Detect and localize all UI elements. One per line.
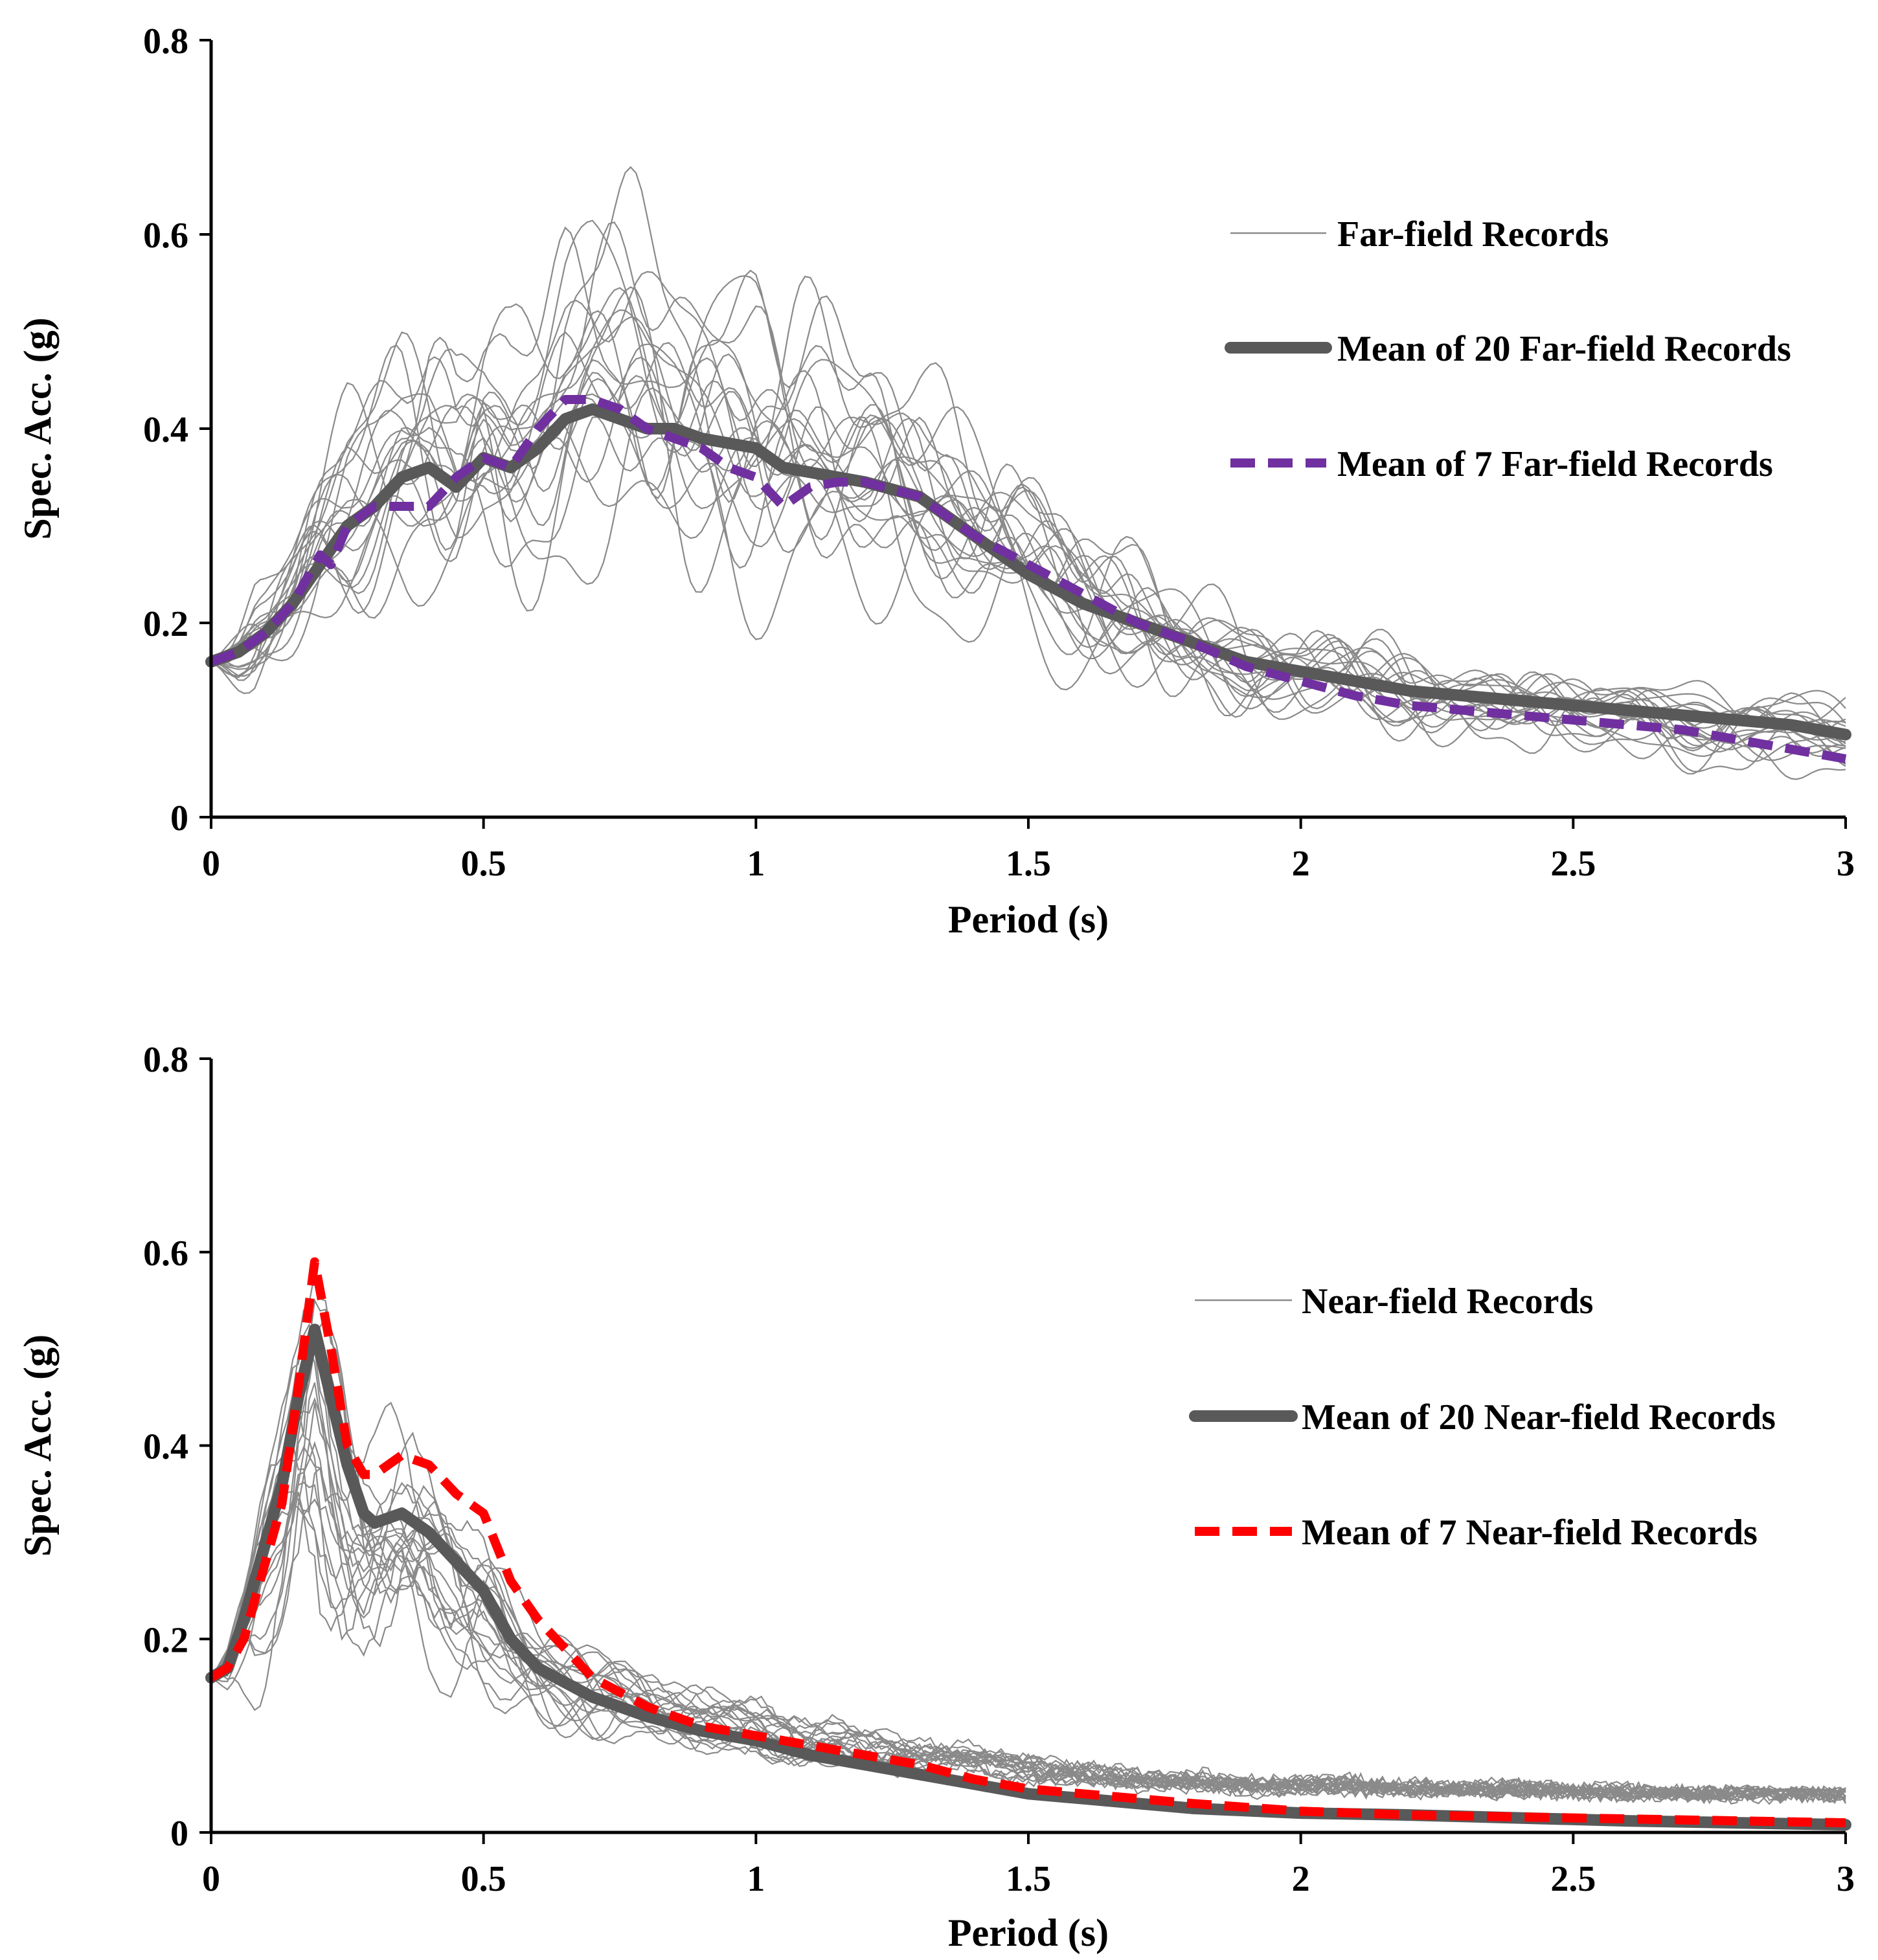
record-trace: [210, 1273, 1846, 1803]
legend-label: Mean of 20 Far-field Records: [1337, 329, 1791, 369]
far-field-chart: 0 0.5 1 1.5 2 2.5 3 0 0.2 0.4 0.6 0.8 Period (s) Spec…: [16, 21, 1855, 941]
x-tick-label: 2.5: [1550, 1859, 1596, 1899]
x-tick-label: 1.5: [1006, 844, 1051, 884]
record-trace: [210, 275, 1846, 775]
y-tick-label: 0.8: [143, 1040, 188, 1080]
legend-label: Far-field Records: [1337, 214, 1609, 254]
y-axis-title: Spec. Acc. (g): [16, 1335, 59, 1557]
record-trace: [210, 1404, 1846, 1803]
legend-label: Near-field Records: [1302, 1281, 1593, 1322]
record-trace: [210, 422, 1846, 729]
x-tick-label: 1: [747, 1859, 765, 1899]
y-tick-label: 0: [170, 1814, 188, 1854]
y-tick-label: 0.6: [143, 1233, 188, 1274]
x-axis-title: Period (s): [948, 898, 1109, 941]
legend-label: Mean of 20 Near-field Records: [1302, 1397, 1776, 1437]
record-trace: [210, 220, 1846, 758]
x-tick-label: 0.5: [461, 1859, 506, 1899]
x-tick-label: 0: [202, 844, 220, 884]
x-tick-label: 3: [1837, 1859, 1855, 1899]
legend-label: Mean of 7 Near-field Records: [1302, 1513, 1758, 1553]
mean-7-line: [209, 1257, 1846, 1828]
legend: Far-field Records Mean of 20 Far-field Re…: [1225, 214, 1791, 484]
y-tick-label: 0.4: [143, 410, 188, 450]
record-trace: [210, 1445, 1846, 1802]
mean-7-line: [209, 395, 1847, 763]
record-trace: [210, 353, 1846, 738]
record-trace: [210, 1401, 1846, 1805]
record-trace: [210, 1316, 1846, 1803]
legend: Near-field Records Mean of 20 Near-field …: [1189, 1281, 1776, 1553]
x-tick-label: 1: [747, 844, 765, 884]
x-tick-label: 3: [1837, 844, 1855, 884]
mean-20-line: [205, 403, 1851, 741]
record-trace: [210, 1349, 1846, 1801]
record-trace: [210, 309, 1846, 761]
y-tick-label: 0: [170, 798, 188, 839]
y-tick-label: 0.6: [143, 216, 188, 256]
x-tick-label: 2: [1292, 1859, 1310, 1899]
record-trace: [210, 1441, 1846, 1803]
x-tick-label: 0.5: [461, 844, 506, 884]
y-tick-label: 0.2: [143, 1620, 188, 1660]
record-trace: [210, 226, 1846, 780]
record-trace: [210, 1382, 1846, 1803]
y-tick-label: 0.4: [143, 1427, 188, 1467]
x-tick-label: 1.5: [1006, 1859, 1051, 1899]
record-trace: [210, 221, 1846, 767]
y-axis-title: Spec. Acc. (g): [16, 317, 59, 539]
y-tick-label: 0.8: [143, 21, 188, 62]
near-field-chart: 0 0.5 1 1.5 2 2.5 3 0 0.2 0.4 0.6 0.8 Period (s) Spec…: [16, 1040, 1855, 1954]
record-trace: [210, 357, 1846, 741]
record-trace: [210, 1402, 1846, 1804]
legend-label: Mean of 7 Far-field Records: [1337, 444, 1773, 484]
record-trace: [210, 286, 1846, 747]
y-tick-label: 0.2: [143, 604, 188, 644]
record-trace: [210, 316, 1846, 749]
x-tick-label: 2: [1292, 844, 1310, 884]
record-trace: [210, 1397, 1846, 1805]
x-axis-title: Period (s): [948, 1911, 1109, 1954]
x-tick-label: 0: [202, 1859, 220, 1899]
x-tick-label: 2.5: [1550, 844, 1596, 884]
